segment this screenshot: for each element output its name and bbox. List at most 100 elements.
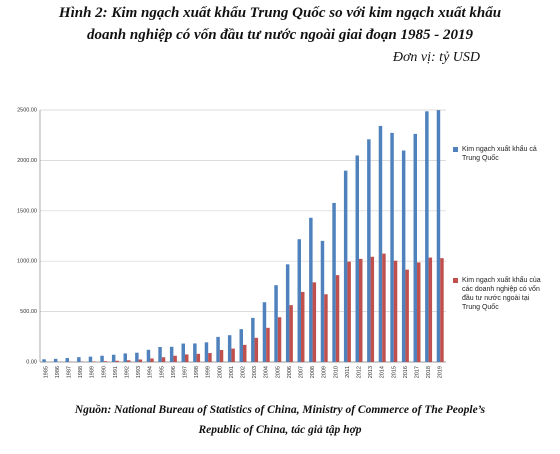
bar <box>169 346 174 362</box>
bar <box>390 132 394 362</box>
bar <box>335 275 340 362</box>
x-tick-label: 2018 <box>426 366 432 378</box>
bar <box>251 317 255 362</box>
bar <box>312 282 317 362</box>
bar <box>65 358 69 362</box>
bar <box>277 317 282 362</box>
x-tick-label: 1986 <box>55 366 61 378</box>
y-tick-label: 2500.00 <box>17 107 37 113</box>
x-tick-label: 2012 <box>356 366 362 378</box>
x-tick-label: 1990 <box>101 366 107 378</box>
bar <box>111 354 116 362</box>
x-tick-label: 1989 <box>90 366 96 378</box>
x-tick-label: 1995 <box>159 366 165 378</box>
bar <box>355 155 359 362</box>
bar <box>216 336 220 362</box>
y-tick-label: 0.00 <box>26 359 37 365</box>
bar <box>150 358 154 362</box>
x-tick-label: 1988 <box>78 366 84 378</box>
bar <box>440 258 444 362</box>
bar <box>123 353 127 362</box>
source-line: Republic of China, tác giả tập hợp <box>198 424 362 436</box>
bar <box>193 343 197 362</box>
x-tick-label: 1985 <box>43 366 49 378</box>
chart-title-line: Hình 2: Kim ngạch xuất khẩu Trung Quốc s… <box>58 5 502 21</box>
unit-label: Đơn vị: tỷ USD <box>392 50 480 65</box>
x-tick-label: 1996 <box>171 366 177 378</box>
legend-swatch <box>453 147 458 152</box>
x-tick-label: 1997 <box>182 366 188 378</box>
x-tick-label: 2017 <box>414 366 420 378</box>
x-tick-label: 2013 <box>368 366 374 378</box>
x-tick-label: 2005 <box>275 366 281 378</box>
legend-label: Kim ngạch xuất khẩu cả Trung Quốc <box>462 146 537 162</box>
bar <box>161 357 166 362</box>
bar <box>413 133 417 362</box>
bar <box>127 360 131 362</box>
x-tick-label: 1998 <box>194 366 200 378</box>
bar <box>367 139 371 362</box>
bar <box>100 355 104 362</box>
bar <box>285 264 290 362</box>
x-tick-label: 2003 <box>252 366 258 378</box>
x-tick-label: 1987 <box>66 366 72 378</box>
bar <box>274 285 278 362</box>
x-tick-label: 2007 <box>298 366 304 378</box>
x-tick-label: 2009 <box>322 366 328 378</box>
bar <box>289 305 293 362</box>
bar <box>309 217 313 362</box>
bar <box>262 302 267 362</box>
x-tick-label: 2000 <box>217 366 223 378</box>
bar <box>266 327 270 362</box>
x-tick-label: 1999 <box>206 366 212 378</box>
x-tick-label: 2014 <box>380 366 386 378</box>
source-line: Nguồn: National Bureau of Statistics of … <box>74 404 486 416</box>
x-tick-label: 2015 <box>391 366 397 378</box>
bar <box>436 110 441 362</box>
bar <box>243 344 247 362</box>
bar <box>347 261 351 362</box>
x-tick-label: 2019 <box>438 366 444 378</box>
bar <box>332 202 336 362</box>
x-tick-label: 2002 <box>240 366 246 378</box>
x-tick-label: 2004 <box>264 366 270 378</box>
bar <box>173 355 177 362</box>
bar <box>301 291 305 362</box>
bar <box>92 361 96 362</box>
legend-label: Kim ngạch xuất khẩu của các doanh nghiệp… <box>462 277 541 311</box>
bar <box>88 356 93 362</box>
bar <box>204 342 209 362</box>
bar <box>378 125 383 363</box>
bar <box>77 357 81 362</box>
bar <box>146 349 151 362</box>
bar <box>254 337 259 362</box>
bar <box>181 343 185 362</box>
x-tick-label: 2008 <box>310 366 316 378</box>
bar <box>135 352 139 362</box>
bar <box>370 256 375 362</box>
chart-title-line: doanh nghiệp có vốn đầu tư nước ngoài gi… <box>86 27 474 43</box>
bar <box>42 359 46 362</box>
bar <box>158 346 162 362</box>
bar <box>343 170 348 362</box>
y-tick-label: 2000.00 <box>17 158 37 164</box>
bar <box>382 253 386 362</box>
bar <box>320 240 325 362</box>
bar <box>425 111 429 363</box>
x-tick-label: 2010 <box>333 366 339 378</box>
bar <box>417 262 421 362</box>
bar <box>185 354 189 362</box>
bar <box>359 258 363 362</box>
x-tick-label: 1991 <box>113 366 119 378</box>
x-tick-label: 1992 <box>124 366 130 378</box>
bar <box>393 260 398 362</box>
x-tick-label: 2011 <box>345 366 351 378</box>
x-tick-label: 2001 <box>229 366 235 378</box>
x-tick-label: 1993 <box>136 366 142 378</box>
bar <box>231 348 235 362</box>
bar <box>297 239 301 362</box>
bar <box>196 353 201 362</box>
legend-swatch <box>453 278 458 283</box>
